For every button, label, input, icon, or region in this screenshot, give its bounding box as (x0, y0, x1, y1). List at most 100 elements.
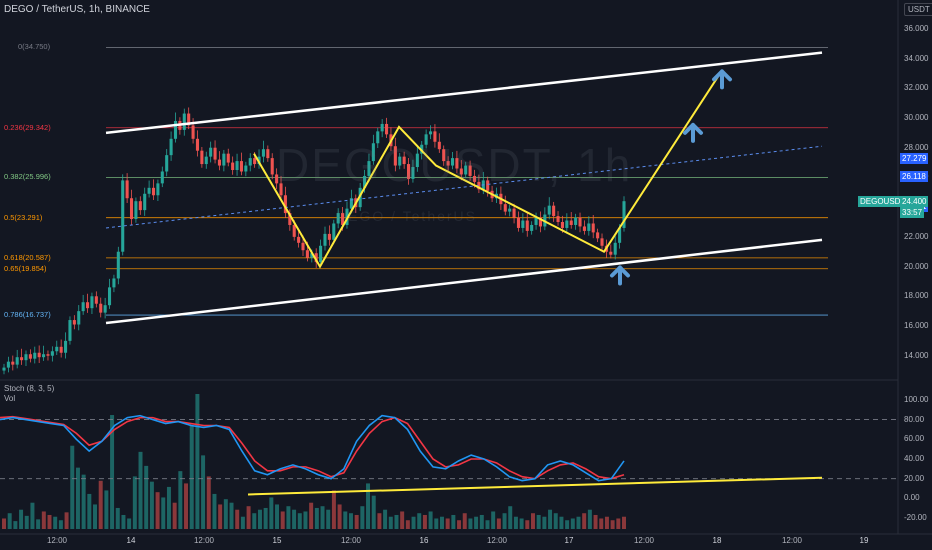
candle-body (552, 205, 556, 217)
time-axis-label-4: 12:00 (340, 536, 362, 545)
volume-bar (41, 511, 46, 529)
volume-bar (360, 506, 365, 529)
volume-bar (508, 506, 513, 529)
candle-body (279, 183, 283, 196)
stoch-axis-label-2: 60.00 (904, 434, 925, 444)
volume-bar (132, 476, 137, 529)
candle-body (530, 224, 534, 231)
candle-body (2, 367, 6, 371)
candle-body (213, 147, 217, 160)
candle-body (516, 217, 521, 228)
candle-body (156, 183, 160, 196)
stoch-axis-label-3: 40.00 (904, 453, 925, 463)
candle-body (363, 175, 367, 188)
candle-body (226, 153, 230, 163)
candle-body (112, 278, 116, 288)
candle-body (468, 165, 472, 176)
volume-bar (212, 493, 217, 529)
volume-bar (81, 474, 86, 529)
currency-badge[interactable]: USDT (904, 3, 932, 16)
volume-bar (519, 518, 524, 529)
volume-bar (2, 518, 6, 529)
stoch-axis-label-4: 20.00 (904, 473, 925, 483)
candle-body (472, 175, 477, 182)
volume-bar (394, 514, 399, 529)
candle-body (222, 153, 226, 166)
volume-bar (610, 520, 615, 529)
volume-bar (30, 502, 35, 529)
channel-upper-line (105, 51, 823, 135)
volume-bar (536, 514, 541, 529)
candle-body (622, 201, 626, 228)
volume-bar (178, 471, 183, 529)
price-axis-label-6: 22.000 (904, 231, 929, 241)
trend-drawings[interactable] (105, 51, 823, 325)
candle-body (204, 156, 208, 165)
stoch-axis-label-1: 80.00 (904, 414, 925, 424)
candle-body (217, 159, 221, 166)
volume-bars (2, 394, 626, 529)
candle-body (301, 242, 305, 251)
volume-bar (303, 511, 308, 529)
vol-label[interactable]: Vol (4, 394, 16, 403)
time-axis-label-11: 19 (859, 536, 869, 545)
candle-body (477, 181, 481, 190)
candle-body (336, 213, 340, 224)
candle-body (46, 354, 50, 356)
volume-bar (422, 514, 427, 529)
candle-body (42, 354, 46, 358)
candle-body (191, 125, 195, 139)
candle-body (81, 302, 85, 312)
volume-bar (548, 509, 553, 529)
candle-body (11, 361, 15, 365)
volume-bar (144, 465, 149, 529)
price-axis-label-9: 16.000 (904, 321, 929, 330)
volume-bar (513, 516, 518, 529)
volume-bar (428, 511, 433, 529)
stoch-label[interactable]: Stoch (8, 3, 5) (4, 384, 55, 393)
volume-bar (542, 516, 547, 529)
volume-bar (371, 495, 376, 529)
candle-body (565, 220, 569, 228)
volume-bar (462, 513, 467, 529)
fibonacci-retracement[interactable] (106, 47, 828, 316)
candle-body (314, 253, 318, 263)
stoch-axis-label-5: 0.00 (904, 493, 920, 503)
volume-bar (445, 518, 450, 529)
price-axis-label-1: 34.000 (904, 53, 929, 63)
time-axis-label-1: 14 (126, 536, 136, 545)
volume-bar (218, 504, 223, 529)
candle-body (134, 201, 138, 220)
volume-bar (121, 514, 126, 529)
price-tag-0: 27.279 (900, 153, 929, 165)
volume-bar (502, 513, 507, 529)
name-watermark: DEGO / TetherUS (336, 208, 478, 224)
volume-bar (280, 511, 285, 529)
volume-bar (115, 507, 120, 529)
time-axis-label-6: 12:00 (486, 536, 508, 545)
fib-label-0: 0(34.750) (18, 42, 51, 52)
time-axis-label-2: 12:00 (193, 536, 215, 545)
volume-bar (326, 509, 331, 529)
candle-body (437, 141, 441, 150)
candle-body (486, 180, 490, 191)
price-axis-label-0: 36.000 (904, 23, 929, 33)
volume-bar (587, 509, 592, 529)
volume-bar (348, 513, 353, 529)
volume-bar (593, 514, 598, 529)
candle-body (187, 113, 191, 126)
candle-body (235, 161, 239, 170)
volume-bar (354, 514, 359, 529)
time-axis-label-0: 12:00 (46, 536, 68, 545)
fib-label-6: 0.786(16.737) (4, 310, 51, 320)
volume-bar (451, 514, 456, 529)
volume-bar (405, 520, 410, 529)
price-axis-label-3: 30.000 (904, 113, 929, 122)
volume-bar (149, 481, 154, 529)
volume-bar (559, 516, 564, 529)
candle-body (59, 346, 63, 353)
candle-body (138, 201, 142, 211)
pattern-projection-path (253, 69, 723, 269)
candle-body (20, 357, 24, 361)
